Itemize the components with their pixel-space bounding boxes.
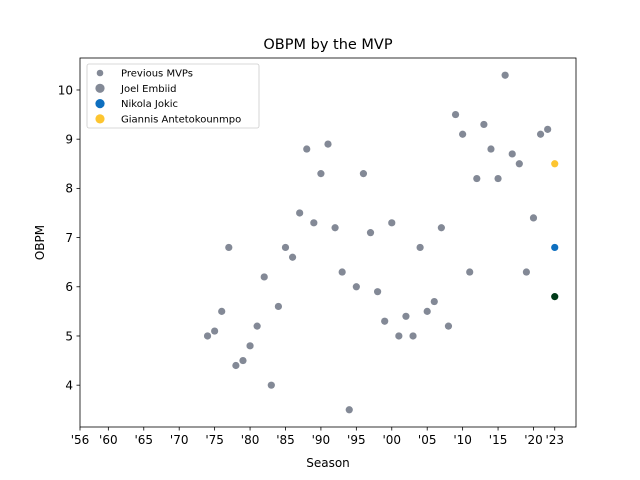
legend-marker-giannis-antetokounmpo [95, 114, 104, 123]
x-tick-label: '00 [382, 433, 401, 447]
point-previous-mvps [417, 244, 424, 251]
point-previous-mvps [409, 332, 416, 339]
legend-marker-joel-embiid [95, 84, 104, 93]
legend: Previous MVPs Joel Embiid Nikola Jokic Gian… [87, 64, 259, 128]
point-previous-mvps [388, 219, 395, 226]
y-tick-label: 9 [65, 132, 73, 146]
x-tick-label: '05 [418, 433, 437, 447]
y-tick-label: 6 [65, 280, 73, 294]
point-previous-mvps [494, 175, 501, 182]
y-tick-label: 5 [65, 329, 73, 343]
point-previous-mvps [246, 342, 253, 349]
point-previous-mvps [360, 170, 367, 177]
point-previous-mvps [367, 229, 374, 236]
x-tick-label: '56 [71, 433, 90, 447]
point-giannis-antetokounmpo [551, 160, 558, 167]
legend-marker-previous-mvps [97, 70, 104, 77]
point-previous-mvps [310, 219, 317, 226]
point-previous-mvps [523, 268, 530, 275]
point-previous-mvps [317, 170, 324, 177]
point-previous-mvps [218, 308, 225, 315]
point-previous-mvps [353, 283, 360, 290]
point-previous-mvps [480, 121, 487, 128]
point-previous-mvps [339, 268, 346, 275]
point-previous-mvps [331, 224, 338, 231]
point-previous-mvps [225, 244, 232, 251]
point-previous-mvps [303, 145, 310, 152]
x-tick-label: '15 [489, 433, 508, 447]
point-previous-mvps [296, 209, 303, 216]
point-previous-mvps [289, 254, 296, 261]
point-previous-mvps [537, 131, 544, 138]
point-previous-mvps [452, 111, 459, 118]
point-previous-mvps [254, 323, 261, 330]
y-tick-label: 7 [65, 231, 73, 245]
point-previous-mvps [487, 145, 494, 152]
point-previous-mvps [502, 72, 509, 79]
x-tick-label: '85 [276, 433, 295, 447]
x-tick-label: '23 [545, 433, 564, 447]
y-tick-label: 10 [58, 83, 73, 97]
x-tick-label: '65 [134, 433, 153, 447]
x-tick-label: '90 [312, 433, 331, 447]
legend-label-joel-embiid: Joel Embiid [120, 84, 177, 95]
point-previous-mvps [324, 141, 331, 148]
legend-label-previous-mvps: Previous MVPs [121, 69, 193, 80]
y-axis-label: OBPM [33, 225, 47, 260]
point-previous-mvps [438, 224, 445, 231]
point-previous-mvps [268, 382, 275, 389]
x-tick-label: '20 [524, 433, 543, 447]
point-joel-embiid [551, 293, 558, 300]
x-tick-label: '70 [170, 433, 189, 447]
point-previous-mvps [204, 332, 211, 339]
point-previous-mvps [459, 131, 466, 138]
point-previous-mvps [466, 268, 473, 275]
x-tick-label: '75 [205, 433, 224, 447]
x-tick-label: '80 [241, 433, 260, 447]
point-previous-mvps [424, 308, 431, 315]
legend-label-giannis-antetokounmpo: Giannis Antetokounmpo [121, 115, 241, 126]
x-tick-label: '60 [99, 433, 118, 447]
point-previous-mvps [211, 327, 218, 334]
point-previous-mvps [374, 288, 381, 295]
point-previous-mvps [445, 323, 452, 330]
point-previous-mvps [516, 160, 523, 167]
point-previous-mvps [509, 150, 516, 157]
y-tick-label: 8 [65, 182, 73, 196]
y-tick-label: 4 [65, 378, 73, 392]
x-tick-label: '95 [347, 433, 366, 447]
point-nikola-jokic [551, 244, 558, 251]
point-previous-mvps [402, 313, 409, 320]
point-previous-mvps [381, 318, 388, 325]
chart-title: OBPM by the MVP [263, 37, 392, 53]
point-previous-mvps [261, 273, 268, 280]
point-previous-mvps [232, 362, 239, 369]
x-tick-label: '10 [453, 433, 472, 447]
point-previous-mvps [530, 214, 537, 221]
point-previous-mvps [473, 175, 480, 182]
point-previous-mvps [431, 298, 438, 305]
point-previous-mvps [239, 357, 246, 364]
x-axis-label: Season [306, 456, 350, 470]
point-previous-mvps [395, 332, 402, 339]
point-previous-mvps [544, 126, 551, 133]
point-previous-mvps [282, 244, 289, 251]
point-previous-mvps [275, 303, 282, 310]
legend-label-nikola-jokic: Nikola Jokic [121, 99, 178, 110]
point-previous-mvps [346, 406, 353, 413]
legend-marker-nikola-jokic [95, 99, 104, 108]
